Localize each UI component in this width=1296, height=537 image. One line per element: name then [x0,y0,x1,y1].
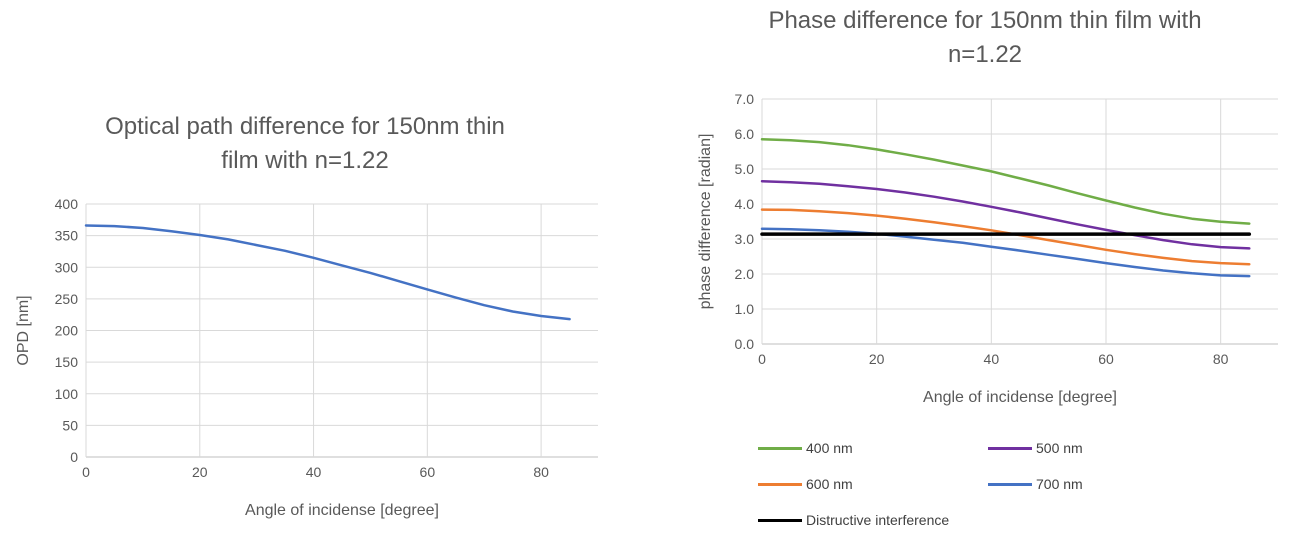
y-tick-label: 3.0 [735,231,755,247]
x-tick-label: 40 [306,464,322,480]
opd-chart-title: Optical path difference for 150nm thin f… [40,110,570,178]
x-tick-label: 0 [82,464,90,480]
phase-chart: Phase difference for 150nm thin film wit… [650,0,1296,537]
series-line-700-nm [760,227,1251,278]
y-axis-label: OPD [nm] [15,295,32,365]
series-line-600-nm [760,208,1251,266]
legend-label-700nm: 700 nm [1036,476,1083,492]
phase-chart-title: Phase difference for 150nm thin film wit… [690,4,1280,72]
y-tick-label: 1.0 [735,301,755,317]
y-tick-label: 100 [55,386,79,402]
y-tick-label: 6.0 [735,126,755,142]
y-tick-label: 2.0 [735,266,755,282]
opd-chart-title-line-2: film with n=1.22 [221,147,389,174]
legend-item-700nm: 700 nm [988,476,1083,492]
y-tick-label: 300 [55,259,79,275]
phase-chart-plot: 0.0 1.0 2.0 3.0 4.0 5.0 6.0 7.0 0 20 40 60 80 Angle o… [697,91,1278,406]
y-tick-label: 350 [55,228,79,244]
phase-chart-title-line-1: Phase difference for 150nm thin film wit… [768,7,1202,34]
y-tick-label: 400 [55,196,79,212]
y-tick-label: 0 [70,449,78,465]
x-tick-label: 0 [758,351,766,367]
legend-label-500nm: 500 nm [1036,440,1083,456]
legend-label-600nm: 600 nm [806,476,853,492]
y-tick-label: 150 [55,354,79,370]
legend-label-400nm: 400 nm [806,440,853,456]
legend-swatch-700nm [988,482,1032,486]
y-tick-label: 200 [55,323,79,339]
y-tick-label: 4.0 [735,196,755,212]
y-tick-label: 50 [62,417,78,433]
x-tick-label: 20 [869,351,885,367]
opd-chart-plot: 0 50 100 150 200 250 300 350 400 0 20 40 60 80 Angle o… [15,196,598,519]
y-tick-label: 5.0 [735,161,755,177]
y-tick-label: 7.0 [735,91,755,107]
x-tick-label: 80 [533,464,549,480]
legend-swatch-destructive [758,518,802,522]
opd-chart: Optical path difference for 150nm thin f… [0,0,640,537]
y-tick-label: 0.0 [735,336,755,352]
series-line-series [84,224,571,321]
legend-label-destructive: Distructive interference [806,512,950,528]
legend-item-500nm: 500 nm [988,440,1083,456]
legend-item-600nm: 600 nm [758,476,853,492]
x-tick-label: 40 [984,351,1000,367]
y-tick-label: 250 [55,291,79,307]
legend-swatch-500nm [988,446,1032,450]
x-axis-label: Angle of incidense [degree] [245,502,439,519]
x-tick-label: 60 [1098,351,1114,367]
legend-swatch-600nm [758,482,802,486]
opd-chart-title-line-1: Optical path difference for 150nm thin [105,113,505,140]
phase-chart-title-line-2: n=1.22 [947,41,1023,68]
x-axis-label: Angle of incidense [degree] [923,389,1117,406]
legend-swatch-400nm [758,446,802,450]
series-line-500-nm [760,179,1251,250]
legend-item-destructive: Distructive interference [758,512,949,528]
x-tick-label: 60 [420,464,436,480]
series-line-400-nm [760,138,1251,225]
x-tick-label: 80 [1213,351,1229,367]
legend-item-400nm: 400 nm [758,440,853,456]
x-tick-label: 20 [192,464,208,480]
y-axis-label: phase difference [radian] [697,134,714,310]
